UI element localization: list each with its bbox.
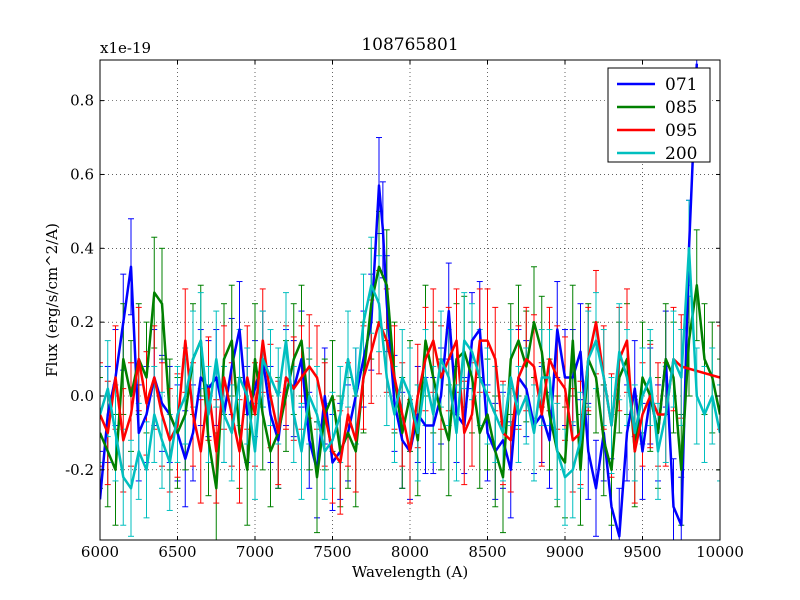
legend-label-071: 071 xyxy=(665,75,697,95)
x-tick-label: 10000 xyxy=(696,543,744,561)
axis-ticks: 6000 6500 7000 7500 8000 8500 9000 9500 10000 -0.… xyxy=(65,60,744,561)
y-axis-label: Flux (erg/s/cm^2/A) xyxy=(43,223,61,377)
y-tick-label: 0.4 xyxy=(70,239,94,257)
series-layer xyxy=(100,60,720,540)
y-tick-label: 0.8 xyxy=(70,92,94,110)
x-axis-label: Wavelength (A) xyxy=(352,563,468,581)
x-tick-label: 7000 xyxy=(236,543,274,561)
y-tick-label: 0.0 xyxy=(70,387,94,405)
x-tick-label: 7500 xyxy=(313,543,351,561)
x-tick-label: 6000 xyxy=(81,543,119,561)
chart-title: 108765801 xyxy=(361,35,458,55)
x-tick-label: 8500 xyxy=(468,543,506,561)
series-line-200 xyxy=(100,247,720,490)
x-tick-label: 9000 xyxy=(546,543,584,561)
series-line-071 xyxy=(100,63,699,538)
y-tick-label: 0.6 xyxy=(70,165,94,183)
x-tick-label: 9500 xyxy=(623,543,661,561)
legend-label-095: 095 xyxy=(665,121,697,141)
y-tick-label: 0.2 xyxy=(70,313,94,331)
x-tick-label: 8000 xyxy=(391,543,429,561)
legend-label-200: 200 xyxy=(665,144,697,164)
y-tick-label: -0.2 xyxy=(65,461,94,479)
legend: 071 085 095 200 xyxy=(607,67,711,164)
series-line-095 xyxy=(100,320,720,464)
legend-label-085: 085 xyxy=(665,98,697,118)
x-tick-label: 6500 xyxy=(158,543,196,561)
y-multiplier-label: x1e-19 xyxy=(100,39,151,57)
